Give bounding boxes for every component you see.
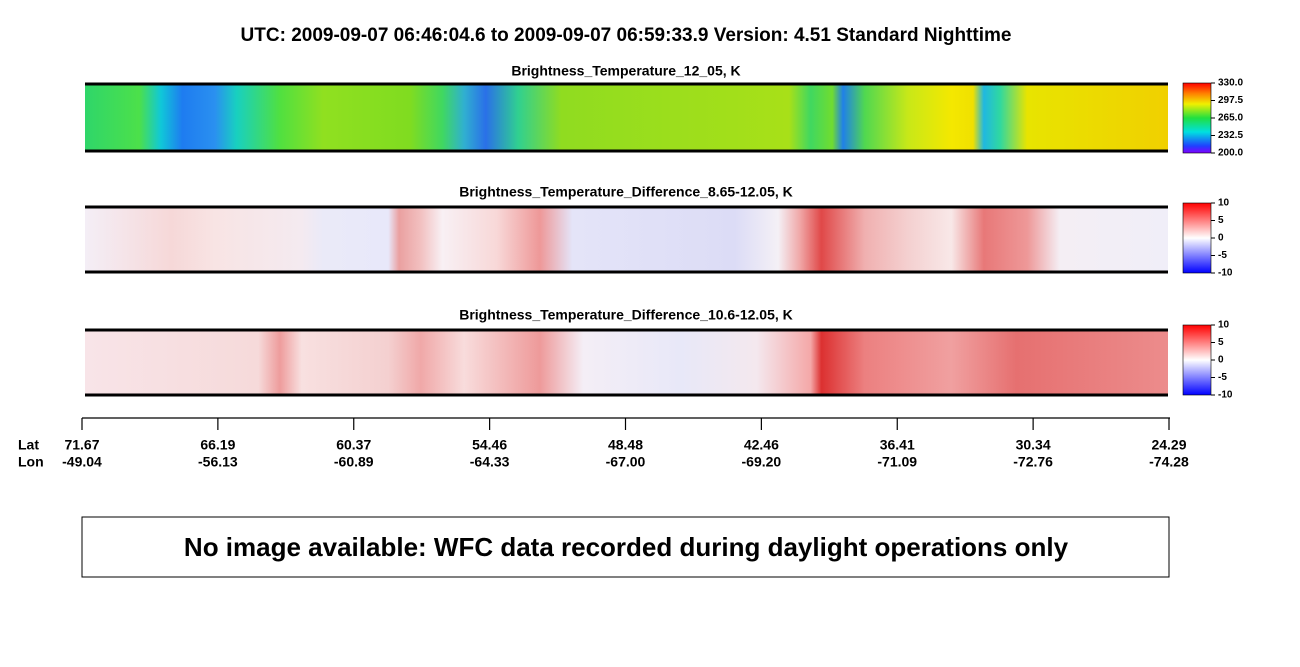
image <box>85 330 1168 395</box>
colorbar-label: -10 <box>1218 390 1233 401</box>
colorbar-label: 330.0 <box>1218 78 1243 89</box>
lon-value: -60.89 <box>334 454 374 470</box>
frame-lines <box>85 82 1168 397</box>
colorbar-label: 265.0 <box>1218 113 1243 124</box>
colorbar-label: 0 <box>1218 233 1224 244</box>
message-box <box>81 516 1170 578</box>
lat-value: 36.41 <box>880 437 915 453</box>
lat-value: 66.19 <box>200 437 235 453</box>
lon-label: Lon <box>18 454 44 470</box>
colorbar-label: -10 <box>1218 268 1233 279</box>
colorbar-label: -5 <box>1218 250 1227 261</box>
panel-title: Brightness_Temperature_Difference_8.65-1… <box>459 184 793 200</box>
colorbar <box>1182 324 1212 396</box>
lat-value: 42.46 <box>744 437 779 453</box>
panel-title: Brightness_Temperature_Difference_10.6-1… <box>459 307 793 323</box>
panel <box>85 324 1212 396</box>
lon-value: -67.00 <box>606 454 646 470</box>
panel <box>85 82 1212 154</box>
lat-value: 30.34 <box>1016 437 1051 453</box>
colorbar-label: 10 <box>1218 198 1230 209</box>
panel <box>85 202 1212 274</box>
lon-value: -64.33 <box>470 454 510 470</box>
colorbar <box>1182 202 1212 274</box>
lat-value: 54.46 <box>472 437 507 453</box>
lon-value: -69.20 <box>742 454 782 470</box>
lat-value: 71.67 <box>64 437 99 453</box>
lon-value: -72.76 <box>1013 454 1053 470</box>
colorbar-label: 5 <box>1218 215 1224 226</box>
panel-title: Brightness_Temperature_12_05, K <box>511 63 740 79</box>
colorbar-label: 297.5 <box>1218 95 1243 106</box>
lat-value: 60.37 <box>336 437 371 453</box>
colorbar-label: 5 <box>1218 337 1224 348</box>
lat-value: 48.48 <box>608 437 643 453</box>
lat-value: 24.29 <box>1151 437 1186 453</box>
colorbar-label: -5 <box>1218 372 1227 383</box>
lon-value: -56.13 <box>198 454 238 470</box>
lon-value: -71.09 <box>877 454 917 470</box>
image <box>85 207 1168 272</box>
colorbar-label: 232.5 <box>1218 130 1243 141</box>
lon-value: -74.28 <box>1149 454 1189 470</box>
colorbar-label: 0 <box>1218 355 1224 366</box>
lon-value: -49.04 <box>62 454 102 470</box>
message: No image available: WFC data recorded du… <box>184 532 1069 562</box>
colorbar-label: 200.0 <box>1218 148 1243 159</box>
title: UTC: 2009-09-07 06:46:04.6 to 2009-09-07… <box>241 25 1012 46</box>
colorbar <box>1182 82 1212 154</box>
image <box>85 84 1168 150</box>
lat-label: Lat <box>18 437 39 453</box>
colorbar-label: 10 <box>1218 320 1230 331</box>
